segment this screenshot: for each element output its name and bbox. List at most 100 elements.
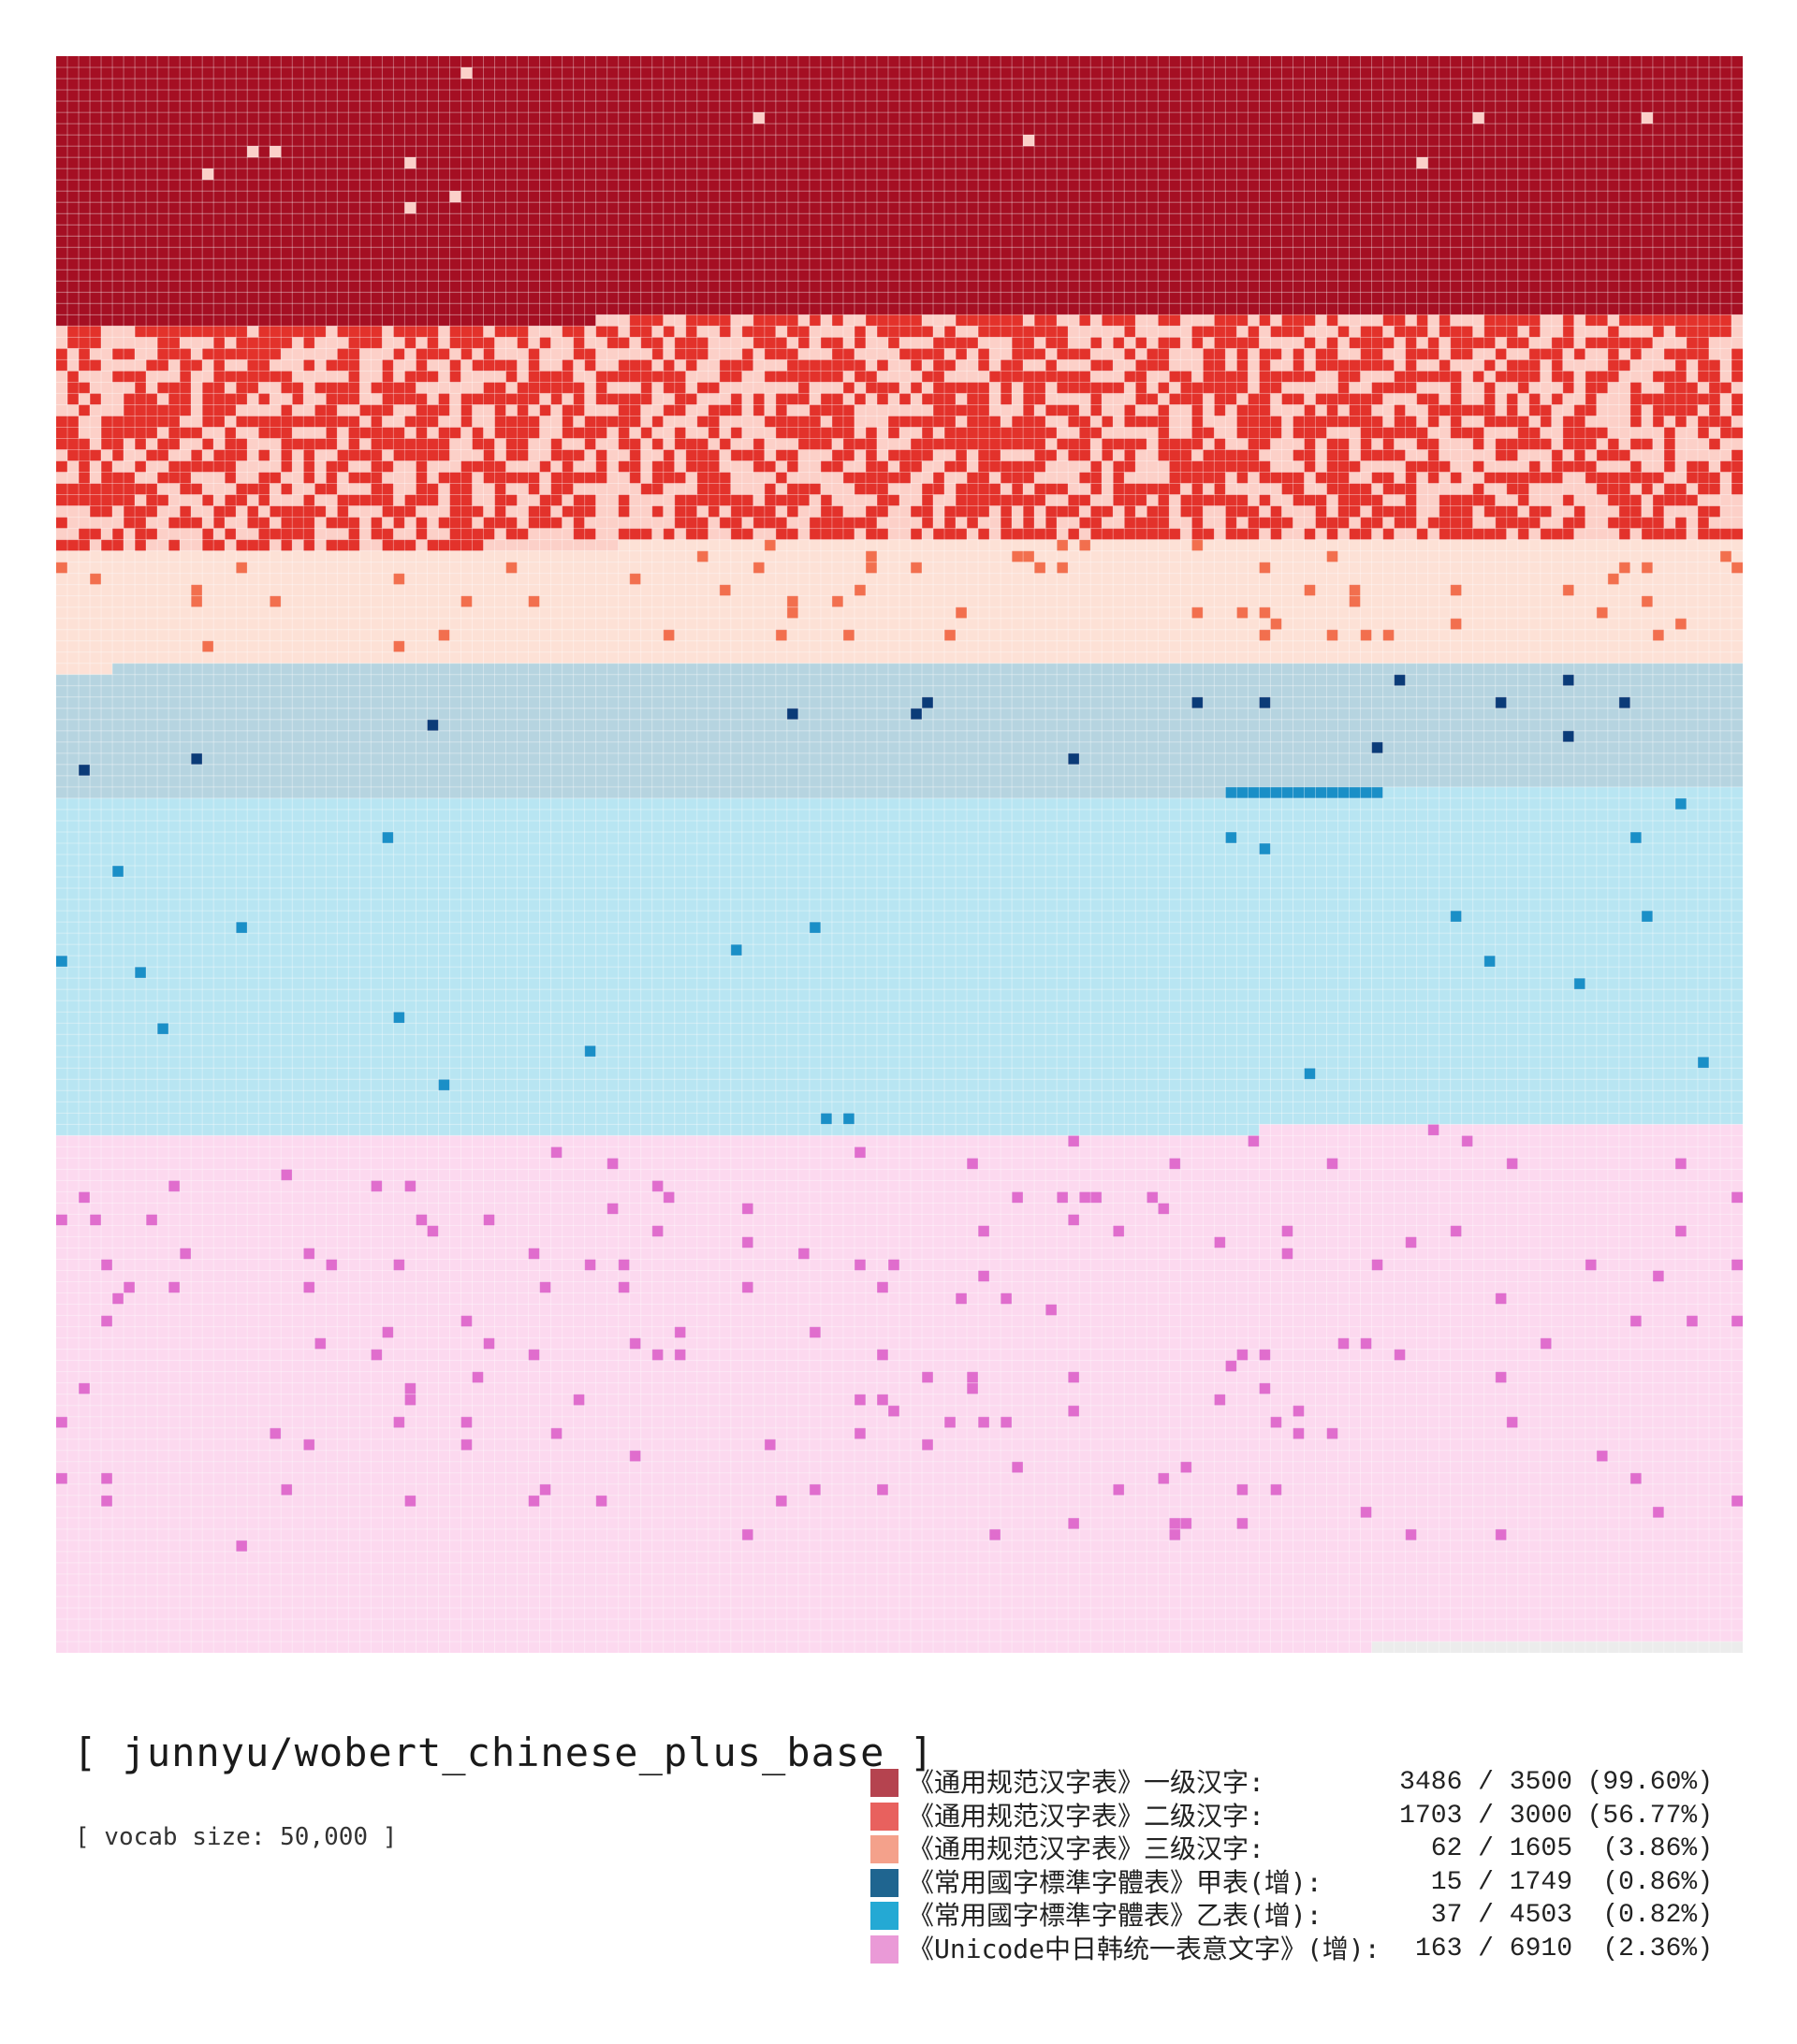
heatmap-cell-missing [1113,359,1136,372]
heatmap-cell-covered [887,427,899,439]
heatmap-cell-covered [719,438,731,450]
heatmap-cell-missing [213,438,226,450]
heatmap-cell-covered [1652,416,1664,428]
heatmap-cell-missing [1641,460,1664,473]
heatmap-cell-covered [606,337,630,349]
heatmap-cell-missing [809,494,821,506]
heatmap-cell-covered [371,382,416,394]
heatmap-cell-covered [1629,416,1642,428]
heatmap-cell-missing [1135,348,1147,360]
heatmap-cell-covered [752,460,776,473]
heatmap-cell-covered [1034,135,1743,147]
heatmap-cell-covered [1034,449,1058,461]
heatmap-cell-covered [741,1236,753,1248]
heatmap-cell-missing [573,483,641,495]
heatmap-cell-missing [887,460,899,473]
heatmap-cell-covered [348,427,405,439]
heatmap-cell-missing [1439,416,1451,428]
heatmap-cell-missing [663,1225,979,1237]
heatmap-cell-covered [528,359,540,372]
heatmap-cell-covered [314,382,360,394]
heatmap-cell-missing [1068,1191,1080,1204]
heatmap-cell-covered [1427,449,1439,461]
heatmap-cell-covered [1382,483,1417,495]
heatmap-cell-missing [1394,359,1406,372]
heatmap-cell-missing [56,337,68,349]
heatmap-cell-covered [236,337,293,349]
heatmap-cell-missing [56,854,1743,867]
heatmap-cell-covered [1483,472,1563,484]
heatmap-cell-covered [933,472,945,484]
heatmap-cell-covered [967,472,990,484]
heatmap-category-block [56,1124,1743,1653]
heatmap-cell-missing [460,371,506,383]
heatmap-cell-missing [595,1259,619,1271]
heatmap-cell-covered [1439,326,1473,338]
heatmap-cell-missing [1394,438,1417,450]
heatmap-cell-covered [595,382,607,394]
heatmap-cell-covered [101,1259,113,1271]
heatmap-cell-missing [427,359,450,372]
heatmap-cell-covered [371,438,450,450]
heatmap-cell-missing [270,494,304,506]
heatmap-cell-covered [1674,1225,1687,1237]
heatmap-cell-missing [1349,449,1361,461]
heatmap-cell-covered [1405,348,1439,360]
heatmap-cell-covered [416,157,1417,169]
heatmap-cell-missing [56,1573,1743,1585]
heatmap-cell-covered [1270,528,1282,540]
heatmap-cell-missing [56,989,1743,1001]
heatmap-cell-covered [528,1349,540,1361]
heatmap-cell-missing [1551,404,1574,416]
heatmap-cell-missing [1057,528,1069,540]
heatmap-cell-covered [236,416,360,428]
heatmap-cell-missing [797,708,912,720]
heatmap-cell-covered [539,337,551,349]
legend-label: 《通用规范汉字表》二级汉字: [908,1800,1264,1832]
heatmap-cell-missing [911,393,923,405]
heatmap-cell-missing [236,472,259,484]
heatmap-cell-missing [202,517,214,529]
heatmap-cell-covered [135,539,147,551]
heatmap-cell-missing [56,1349,372,1361]
heatmap-cell-covered [696,472,731,484]
heatmap-cell-missing [56,449,68,461]
heatmap-cell-missing [730,314,753,327]
heatmap-cell-covered [416,202,1743,214]
heatmap-cell-missing [1517,326,1529,338]
heatmap-cell-covered [685,326,697,338]
heatmap-cell-missing [606,460,619,473]
heatmap-cell-missing [1641,416,1653,428]
heatmap-cell-covered [1405,1528,1417,1540]
heatmap-cell-covered [685,359,697,372]
heatmap-cell-covered [809,1483,821,1496]
heatmap-cell-missing [1641,348,1664,360]
heatmap-cell-missing [797,449,832,461]
heatmap-cell-missing [1236,1360,1743,1372]
heatmap-cell-covered [1315,517,1350,529]
heatmap-cell-covered [1382,528,1395,540]
heatmap-cell-missing [674,326,686,338]
heatmap-cell-missing [56,719,428,731]
heatmap-cell-covered [1652,1270,1664,1282]
heatmap-cell-missing [651,326,664,338]
heatmap-cell-missing [1585,416,1630,428]
heatmap-cell-missing [393,528,416,540]
heatmap-cell-missing [752,528,776,540]
heatmap-cell-covered [1517,427,1541,439]
heatmap-cell-covered [1191,416,1204,428]
heatmap-cell-missing [1517,1416,1743,1428]
heatmap-cell-covered [101,416,181,428]
heatmap-cell-missing [56,899,1743,912]
heatmap-cell-covered [573,528,596,540]
heatmap-cell-missing [663,314,686,327]
heatmap-cell-missing [640,460,652,473]
heatmap-cell-missing [1517,404,1529,416]
heatmap-cell-missing [1461,472,1484,484]
heatmap-cell-missing [629,1281,742,1293]
heatmap-cell-missing [1439,472,1451,484]
heatmap-cell-covered [562,326,585,338]
heatmap-cell-missing [56,1203,607,1215]
heatmap-cell-covered [1124,348,1136,360]
heatmap-cell-covered [831,416,855,428]
